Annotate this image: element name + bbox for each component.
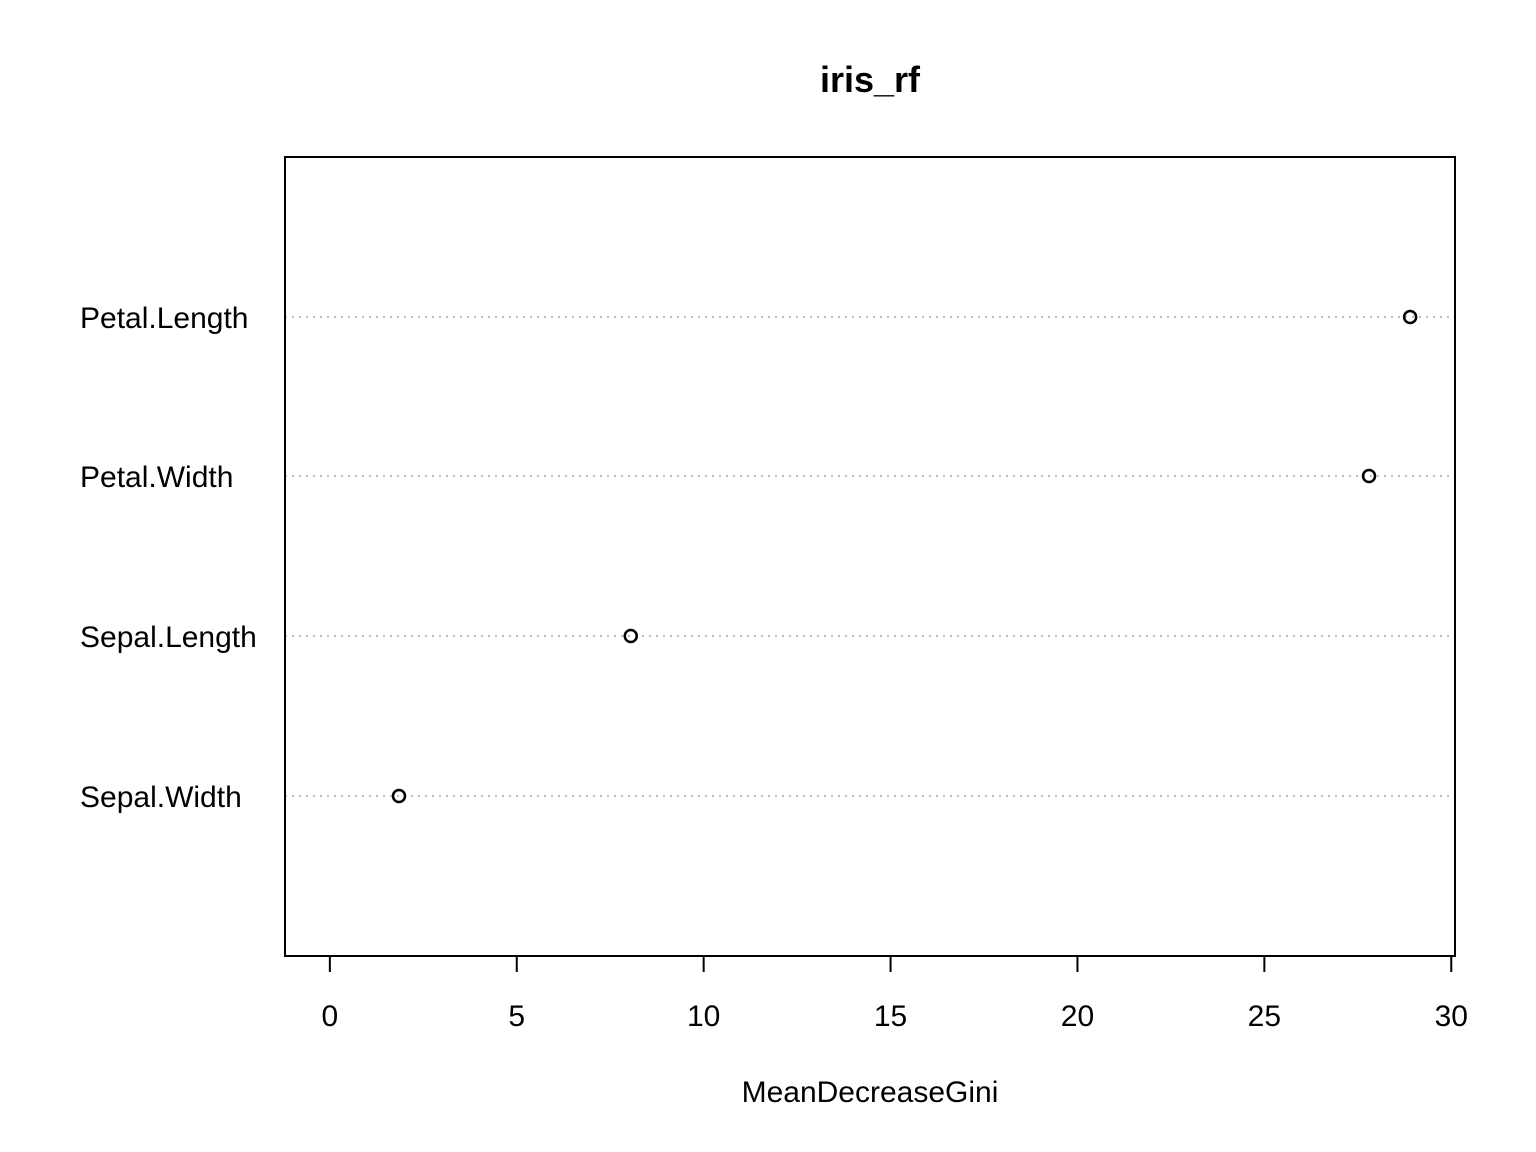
grid-lines [285, 316, 1455, 797]
x-tick-label: 20 [1061, 1000, 1094, 1033]
category-labels: Petal.Length Petal.Width Sepal.Length Sepal… [80, 302, 257, 814]
x-tick-label: 0 [322, 1000, 339, 1033]
x-tick-label: 10 [687, 1000, 720, 1033]
x-tick-label: 25 [1248, 1000, 1281, 1033]
data-point [391, 788, 407, 804]
x-tick-label: 5 [508, 1000, 525, 1033]
data-points [391, 309, 1418, 804]
category-label: Sepal.Width [80, 781, 242, 814]
category-label: Petal.Width [80, 461, 233, 494]
x-axis: 0 5 10 15 20 25 30 [322, 955, 1468, 1033]
category-label: Sepal.Length [80, 621, 257, 654]
data-point [1402, 309, 1418, 325]
data-point [623, 628, 639, 644]
x-tick-label: 30 [1435, 1000, 1468, 1033]
chart-title: iris_rf [820, 59, 921, 100]
x-axis-label: MeanDecreaseGini [742, 1076, 999, 1109]
data-point [1361, 468, 1377, 484]
category-label: Petal.Length [80, 302, 248, 335]
x-tick-label: 15 [874, 1000, 907, 1033]
